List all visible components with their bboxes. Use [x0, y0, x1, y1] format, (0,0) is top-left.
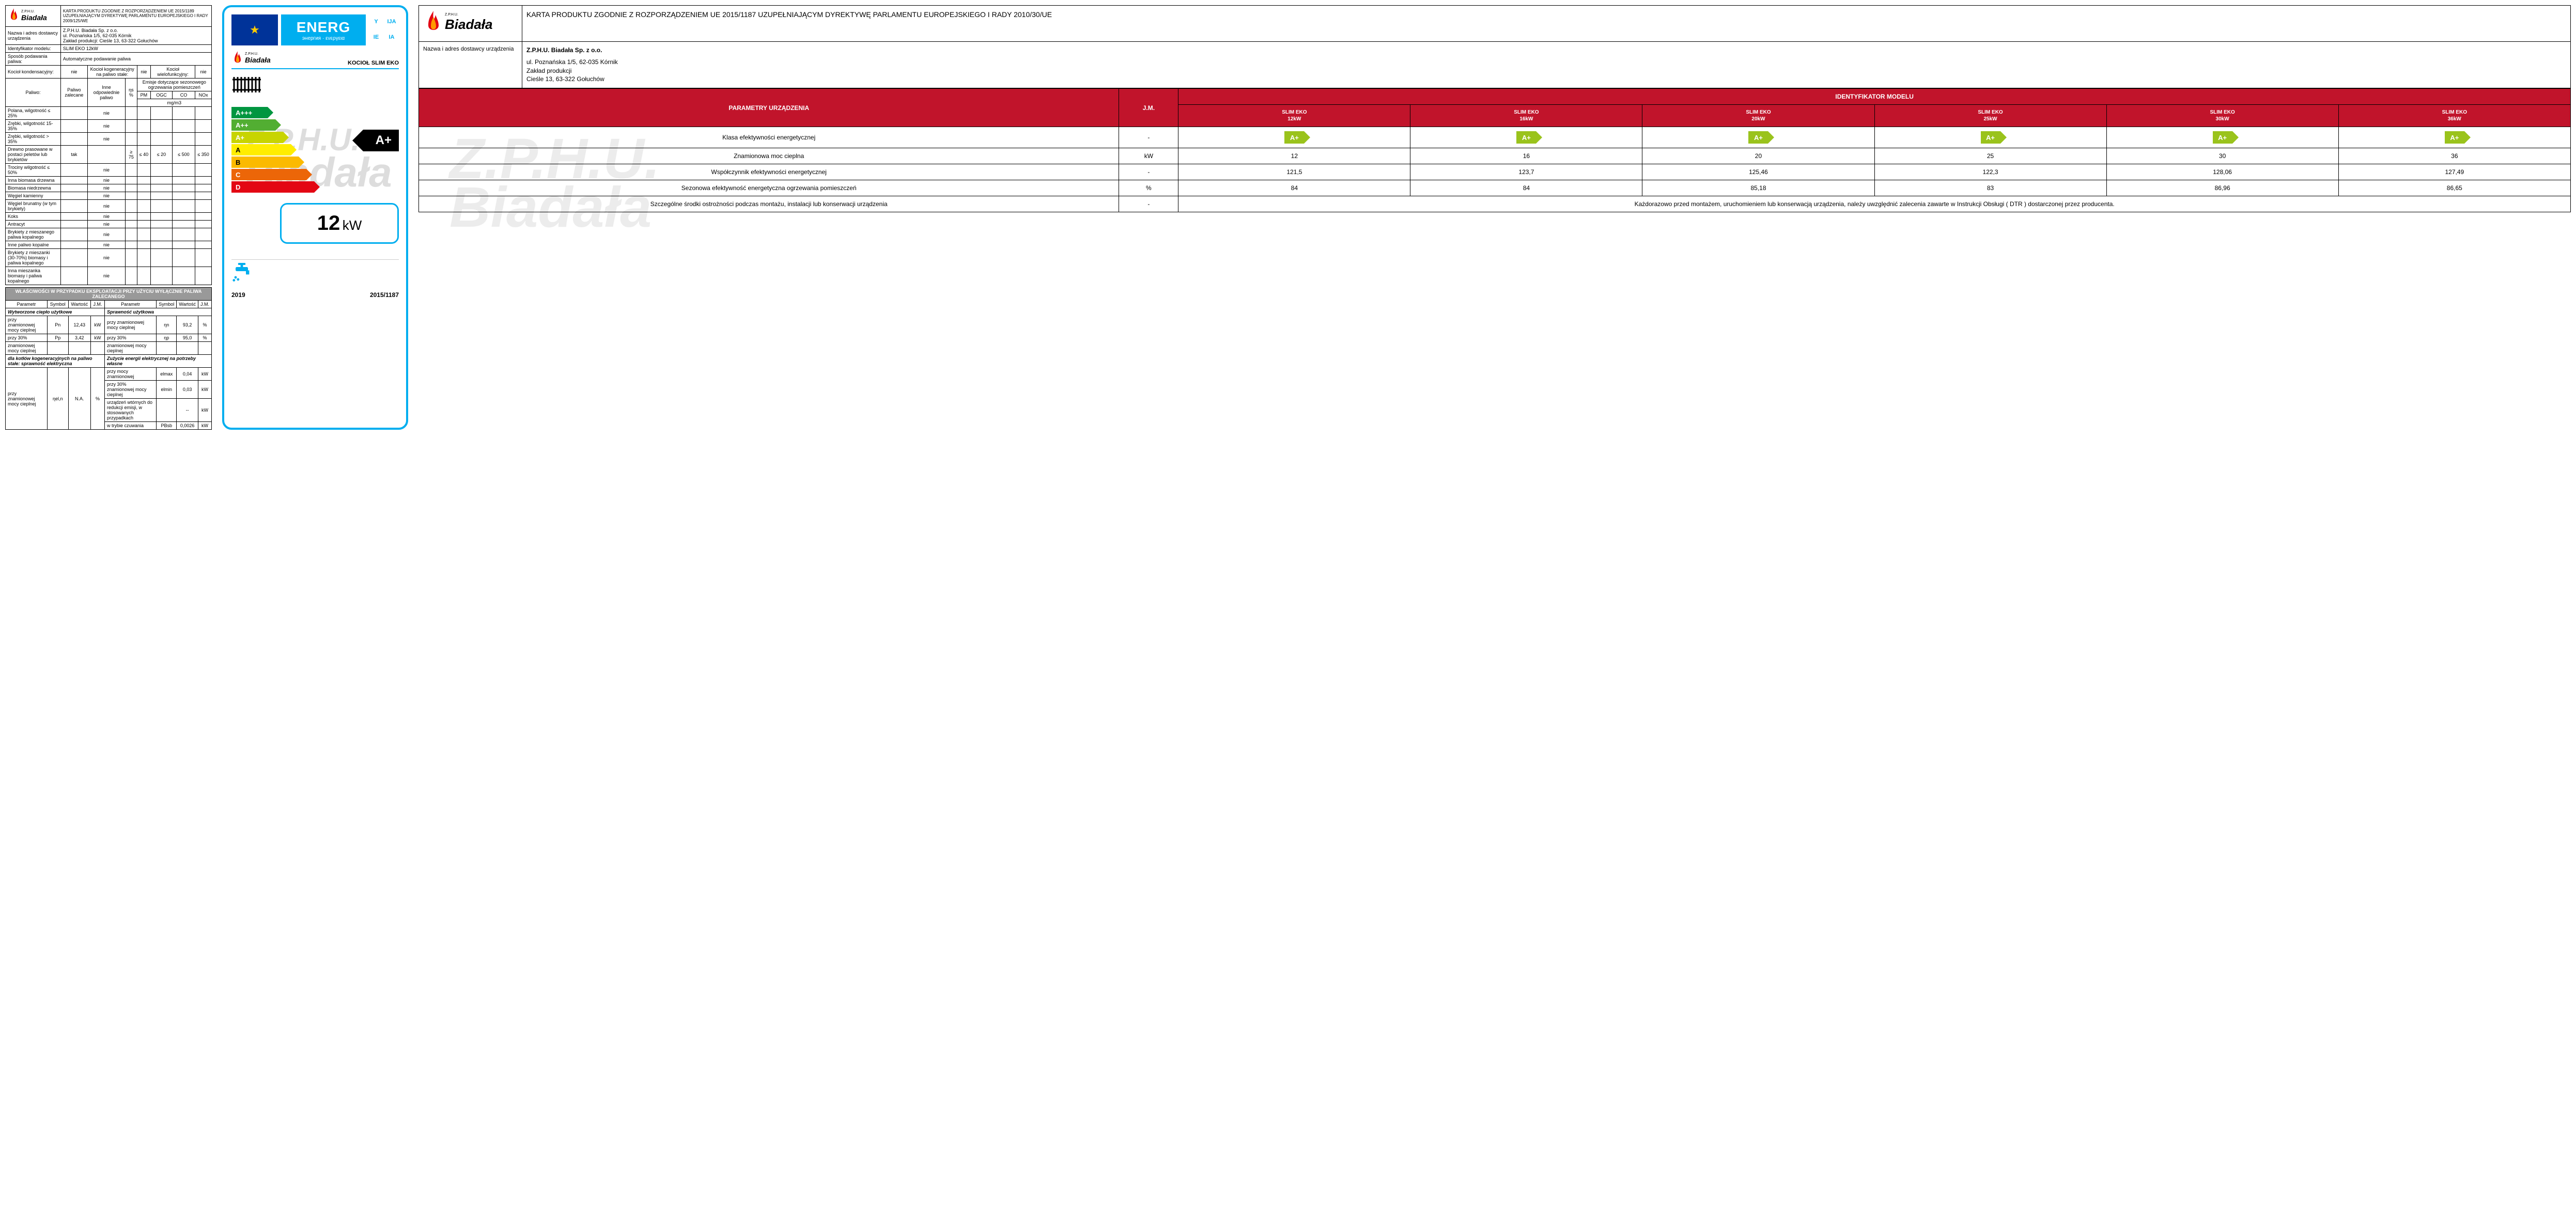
brand-logo: Z.P.H.U.Biadała [423, 10, 493, 36]
left-header-text: KARTA PRODUKTU ZGODNIE Z ROZPORZĄDZENIEM… [60, 6, 211, 27]
efficiency-arrows: A+ A+++ A++ A+ A B C D [231, 107, 399, 193]
rating-badge: A+ [363, 130, 399, 151]
energy-label: Z.P.H.U.Biadała ★ ENERG энергия · ενεργε… [222, 5, 408, 430]
product-name: KOCIOŁ SLIM EKO [348, 60, 399, 66]
language-badges: YIJA IEIA [369, 14, 399, 45]
year-text: 2019 [231, 291, 245, 299]
energ-title-block: ENERG энергия · ενεργεια [281, 14, 366, 45]
power-box: 12 kW [280, 203, 399, 244]
eu-flag-icon: ★ [231, 14, 278, 45]
regulation-text: 2015/1187 [370, 291, 399, 299]
brand-logo: Z.P.H.U.Biadała [231, 51, 271, 66]
brand-logo: Z.P.H.U.Biadała [8, 8, 47, 23]
right-datasheet: Z.P.H.U.Biadała KARTA PRODUKTU ZGODNIE Z… [418, 5, 2571, 430]
radiator-icon [231, 74, 399, 98]
right-title: KARTA PRODUKTU ZGODNIE Z ROZPORZĄDZENIEM… [522, 6, 2570, 41]
tap-icon [231, 263, 252, 286]
left-datasheet: Z.P.H.U.Biadała KARTA PRODUKTU ZGODNIE Z… [5, 5, 212, 430]
